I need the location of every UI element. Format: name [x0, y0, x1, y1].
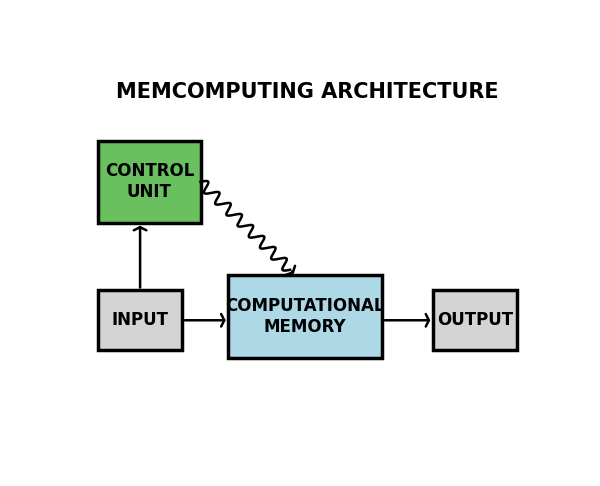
Bar	[433, 290, 517, 350]
Bar	[98, 140, 200, 223]
Text: OUTPUT: OUTPUT	[437, 311, 513, 330]
Text: COMPUTATIONAL
MEMORY: COMPUTATIONAL MEMORY	[226, 297, 385, 336]
Bar	[98, 290, 182, 350]
Text: MEMCOMPUTING ARCHITECTURE: MEMCOMPUTING ARCHITECTURE	[116, 82, 499, 102]
Bar	[229, 276, 382, 358]
Text: CONTROL
UNIT: CONTROL UNIT	[105, 162, 194, 201]
Text: INPUT: INPUT	[112, 311, 169, 330]
